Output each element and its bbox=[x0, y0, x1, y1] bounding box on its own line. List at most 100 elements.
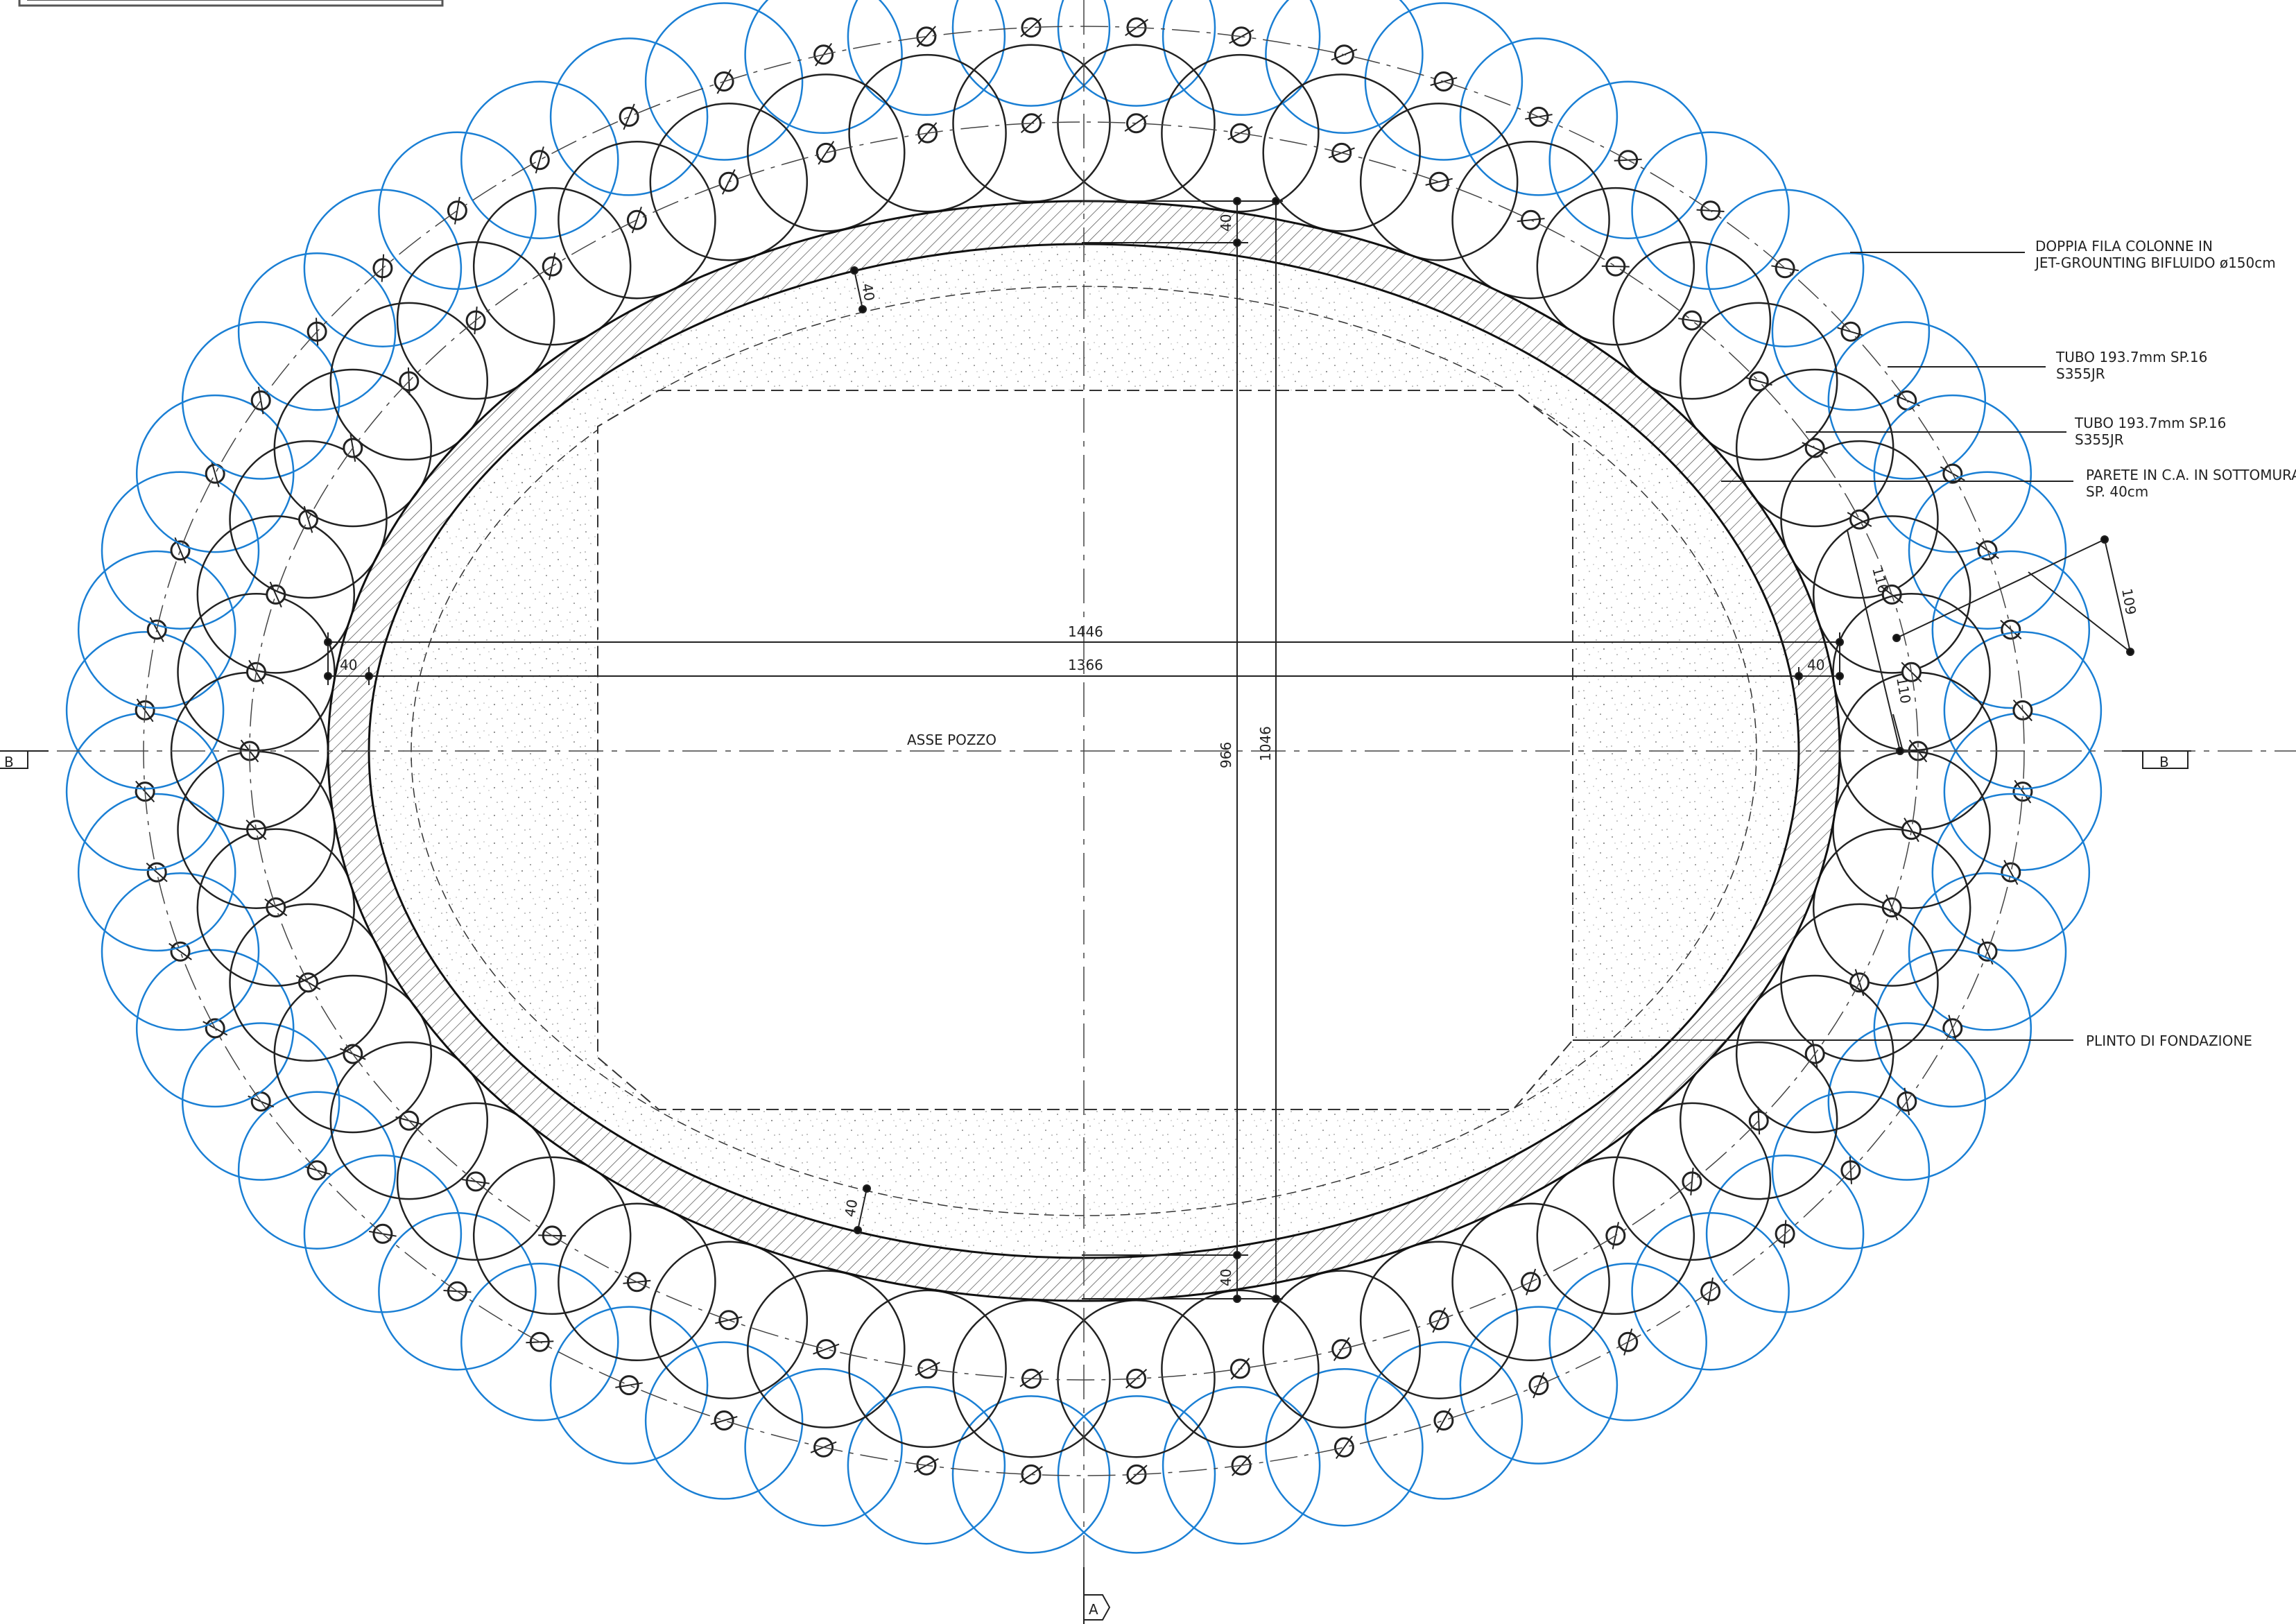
outer-height-dim: 1046 bbox=[1257, 726, 1274, 761]
inner-column bbox=[472, 187, 632, 346]
outer-tube-tick bbox=[1020, 17, 1042, 37]
inner-column bbox=[1832, 750, 1991, 909]
title-block-fragment bbox=[18, 0, 444, 7]
outer-column bbox=[378, 1211, 537, 1371]
outer-column bbox=[1057, 1395, 1216, 1554]
inner-column bbox=[1161, 1289, 1320, 1449]
inner-tube-tick bbox=[1904, 818, 1919, 843]
outer-column bbox=[1548, 80, 1707, 239]
outer-tube-tick bbox=[2014, 779, 2032, 804]
note-tube-outer-line1: TUBO 193.7mm SP.16 bbox=[2055, 349, 2207, 365]
inner-tube-tick bbox=[915, 1361, 940, 1376]
inner-column bbox=[1161, 53, 1320, 213]
inner-column bbox=[848, 53, 1007, 213]
outer-column bbox=[1771, 252, 1931, 411]
outer-column bbox=[1873, 949, 2032, 1108]
outer-column bbox=[1548, 1263, 1707, 1422]
inner-column bbox=[1780, 440, 1939, 599]
wall-top-left-dim: 40 bbox=[858, 282, 878, 302]
inner-column bbox=[1536, 1156, 1695, 1315]
outer-column bbox=[1265, 0, 1424, 135]
inner-column bbox=[1679, 302, 1838, 461]
outer-width-dim: 1446 bbox=[1068, 623, 1103, 640]
outer-column bbox=[1705, 1155, 1865, 1313]
note-tube-outer-line2: S355JR bbox=[2056, 365, 2105, 382]
inner-tube-tick bbox=[813, 1343, 840, 1355]
inner-column bbox=[1262, 1270, 1421, 1428]
outer-column bbox=[460, 80, 619, 239]
outer-column bbox=[237, 1091, 397, 1250]
outer-column bbox=[1162, 0, 1321, 116]
inner-tube-tick bbox=[631, 206, 642, 234]
wall-bottom-dim: 40 bbox=[1218, 1269, 1234, 1286]
section-marker-b-right bbox=[2122, 750, 2191, 769]
wall-right-dim: 40 bbox=[1807, 657, 1824, 673]
outer-column bbox=[181, 1022, 340, 1181]
inner-height-dim: 966 bbox=[1218, 742, 1234, 768]
outer-tube-tick bbox=[916, 26, 936, 48]
outer-column bbox=[644, 1341, 804, 1500]
outer-column bbox=[460, 1263, 619, 1422]
outer-column bbox=[101, 872, 260, 1031]
outer-column bbox=[1931, 550, 2091, 709]
outer-column bbox=[744, 0, 903, 135]
outer-tube-tick bbox=[169, 942, 192, 960]
outer-column bbox=[77, 550, 236, 709]
note-leaders bbox=[1573, 252, 2073, 1041]
outer-tube-tick bbox=[1771, 265, 1799, 272]
outer-column bbox=[181, 321, 340, 480]
inner-tube-tick bbox=[269, 581, 282, 608]
inner-tube-tick bbox=[1690, 1167, 1694, 1195]
outer-column bbox=[1631, 131, 1790, 291]
inner-column bbox=[848, 1289, 1007, 1449]
outer-column bbox=[1873, 394, 2032, 553]
outer-column bbox=[1827, 321, 1987, 480]
inner-column bbox=[1536, 187, 1695, 346]
outer-column bbox=[951, 1395, 1111, 1554]
outer-column bbox=[1459, 37, 1619, 196]
inner-column bbox=[747, 1270, 906, 1428]
inner-column bbox=[1612, 241, 1772, 400]
outer-column bbox=[549, 37, 709, 196]
outer-column bbox=[744, 1367, 903, 1527]
foundation-footing bbox=[597, 390, 1573, 1110]
outer-column bbox=[1908, 872, 2067, 1031]
section-marker-a bbox=[1083, 1567, 1111, 1624]
inner-column bbox=[196, 828, 356, 987]
column-spacing-dims bbox=[1847, 530, 2134, 755]
inner-tube-tick bbox=[1678, 318, 1706, 323]
inner-column bbox=[1451, 140, 1610, 300]
inner-column bbox=[196, 515, 356, 674]
outer-column bbox=[1771, 1091, 1931, 1250]
inner-tube-tick bbox=[1601, 265, 1630, 268]
outer-tube-tick bbox=[623, 103, 635, 130]
outer-column bbox=[135, 949, 295, 1108]
section-b-left-label: B bbox=[4, 754, 14, 770]
inner-column bbox=[1359, 103, 1519, 261]
outer-tube-tick bbox=[2003, 860, 2019, 886]
outer-column bbox=[1364, 2, 1524, 161]
outer-column bbox=[101, 471, 260, 630]
inner-column bbox=[1612, 1102, 1772, 1261]
outer-tube-tick bbox=[615, 1382, 643, 1388]
inner-column bbox=[558, 140, 716, 300]
inner-column bbox=[1262, 74, 1421, 232]
note-wall-line2: SP. 40cm bbox=[2086, 483, 2148, 500]
inner-column bbox=[472, 1156, 632, 1315]
outer-column bbox=[1631, 1211, 1790, 1371]
wall-top-dim: 40 bbox=[1218, 214, 1234, 232]
section-b-right-label: B bbox=[2159, 754, 2169, 770]
outer-tube-tick bbox=[1436, 1408, 1451, 1433]
outer-column bbox=[644, 2, 804, 161]
wall-bottom-left-dim: 40 bbox=[841, 1198, 861, 1218]
inner-column bbox=[649, 103, 809, 261]
column-spacing-dim-1: 110 bbox=[1869, 565, 1892, 595]
inner-column bbox=[1359, 1241, 1519, 1399]
inner-column bbox=[1679, 1041, 1838, 1200]
outer-tube-tick bbox=[1335, 1435, 1353, 1459]
outer-tube-tick bbox=[710, 1416, 738, 1425]
note-footing: PLINTO DI FONDAZIONE bbox=[2086, 1033, 2252, 1049]
outer-column bbox=[237, 252, 397, 411]
inner-width-dim: 1366 bbox=[1068, 657, 1103, 673]
inner-tube-tick bbox=[264, 898, 288, 917]
